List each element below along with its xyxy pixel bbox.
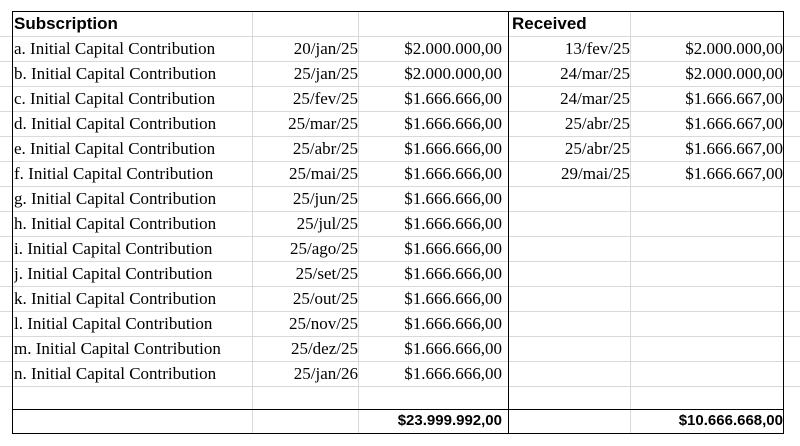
subscription-date-cell[interactable]: 20/jan/25 (293, 39, 358, 58)
received-amount-cell[interactable]: $2.000.000,00 (685, 64, 783, 83)
subscription-date-cell[interactable]: 25/jun/25 (292, 189, 358, 208)
subscription-amount-cell[interactable]: $1.666.666,00 (404, 339, 502, 358)
subscription-date-cell[interactable]: 25/jan/25 (293, 64, 358, 83)
subscription-amount-cell[interactable]: $1.666.666,00 (404, 164, 502, 183)
gridline (0, 386, 800, 387)
subscription-desc-cell[interactable]: e. Initial Capital Contribution (14, 139, 216, 158)
subscription-desc-cell[interactable]: g. Initial Capital Contribution (14, 189, 217, 208)
subscription-desc-cell[interactable]: m. Initial Capital Contribution (14, 339, 221, 358)
received-amount-cell[interactable]: $1.666.667,00 (685, 114, 783, 133)
gridline (0, 211, 800, 212)
gridline (358, 11, 359, 433)
subscription-desc-cell[interactable]: d. Initial Capital Contribution (14, 114, 217, 133)
table-border-right (783, 11, 784, 434)
subscription-amount-cell[interactable]: $1.666.666,00 (404, 364, 502, 383)
table-border-bottom (12, 433, 784, 434)
received-date-cell[interactable]: 24/mar/25 (560, 64, 630, 83)
gridline (0, 36, 800, 37)
subscription-desc-cell[interactable]: h. Initial Capital Contribution (14, 214, 217, 233)
gridline (0, 361, 800, 362)
gridline (0, 336, 800, 337)
subscription-date-cell[interactable]: 25/mar/25 (288, 114, 358, 133)
table-border-top (12, 11, 784, 12)
subscription-amount-cell[interactable]: $1.666.666,00 (404, 114, 502, 133)
subscription-date-cell[interactable]: 25/mai/25 (289, 164, 358, 183)
gridline (0, 311, 800, 312)
gridline (0, 61, 800, 62)
subscription-date-cell[interactable]: 25/set/25 (295, 264, 358, 283)
subscription-desc-cell[interactable]: n. Initial Capital Contribution (14, 364, 217, 383)
gridline (630, 11, 631, 433)
subscription-desc-cell[interactable]: c. Initial Capital Contribution (14, 89, 216, 108)
received-total-cell[interactable]: $10.666.668,00 (678, 412, 783, 429)
subscription-amount-cell[interactable]: $1.666.666,00 (404, 214, 502, 233)
received-header[interactable]: Received (512, 14, 587, 33)
table-border-divider (508, 11, 509, 434)
gridline (0, 186, 800, 187)
subscription-amount-cell[interactable]: $1.666.666,00 (404, 189, 502, 208)
received-amount-cell[interactable]: $1.666.667,00 (685, 89, 783, 108)
subscription-date-cell[interactable]: 25/fev/25 (292, 89, 358, 108)
gridline (0, 86, 800, 87)
subscription-amount-cell[interactable]: $1.666.666,00 (404, 139, 502, 158)
subscription-date-cell[interactable]: 25/out/25 (292, 289, 358, 308)
received-date-cell[interactable]: 24/mar/25 (560, 89, 630, 108)
subscription-date-cell[interactable]: 25/ago/25 (290, 239, 358, 258)
gridline (0, 286, 800, 287)
gridline (0, 161, 800, 162)
subscription-desc-cell[interactable]: b. Initial Capital Contribution (14, 64, 217, 83)
received-date-cell[interactable]: 29/mai/25 (561, 164, 630, 183)
subscription-amount-cell[interactable]: $1.666.666,00 (404, 314, 502, 333)
subscription-amount-cell[interactable]: $1.666.666,00 (404, 89, 502, 108)
subscription-desc-cell[interactable]: a. Initial Capital Contribution (14, 39, 216, 58)
subscription-desc-cell[interactable]: f. Initial Capital Contribution (14, 164, 214, 183)
received-amount-cell[interactable]: $2.000.000,00 (685, 39, 783, 58)
gridline (252, 11, 253, 433)
subscription-desc-cell[interactable]: j. Initial Capital Contribution (14, 264, 213, 283)
received-date-cell[interactable]: 13/fev/25 (564, 39, 630, 58)
table-border-total-top (12, 409, 784, 410)
subscription-date-cell[interactable]: 25/nov/25 (289, 314, 358, 333)
gridline (0, 236, 800, 237)
subscription-desc-cell[interactable]: l. Initial Capital Contribution (14, 314, 213, 333)
subscription-amount-cell[interactable]: $1.666.666,00 (404, 264, 502, 283)
subscription-date-cell[interactable]: 25/dez/25 (290, 339, 358, 358)
gridline (0, 111, 800, 112)
received-date-cell[interactable]: 25/abr/25 (564, 139, 630, 158)
subscription-amount-cell[interactable]: $2.000.000,00 (404, 39, 502, 58)
subscription-amount-cell[interactable]: $2.000.000,00 (404, 64, 502, 83)
received-amount-cell[interactable]: $1.666.667,00 (685, 164, 783, 183)
subscription-amount-cell[interactable]: $1.666.666,00 (404, 289, 502, 308)
subscription-header[interactable]: Subscription (14, 14, 118, 33)
received-date-cell[interactable]: 25/abr/25 (564, 114, 630, 133)
received-amount-cell[interactable]: $1.666.667,00 (685, 139, 783, 158)
subscription-date-cell[interactable]: 25/jan/26 (293, 364, 358, 383)
gridline (0, 136, 800, 137)
subscription-desc-cell[interactable]: i. Initial Capital Contribution (14, 239, 213, 258)
subscription-amount-cell[interactable]: $1.666.666,00 (404, 239, 502, 258)
subscription-desc-cell[interactable]: k. Initial Capital Contribution (14, 289, 217, 308)
subscription-date-cell[interactable]: 25/jul/25 (296, 214, 358, 233)
table-border-left (12, 11, 13, 434)
gridline (0, 261, 800, 262)
subscription-total-cell[interactable]: $23.999.992,00 (397, 412, 502, 429)
subscription-date-cell[interactable]: 25/abr/25 (292, 139, 358, 158)
